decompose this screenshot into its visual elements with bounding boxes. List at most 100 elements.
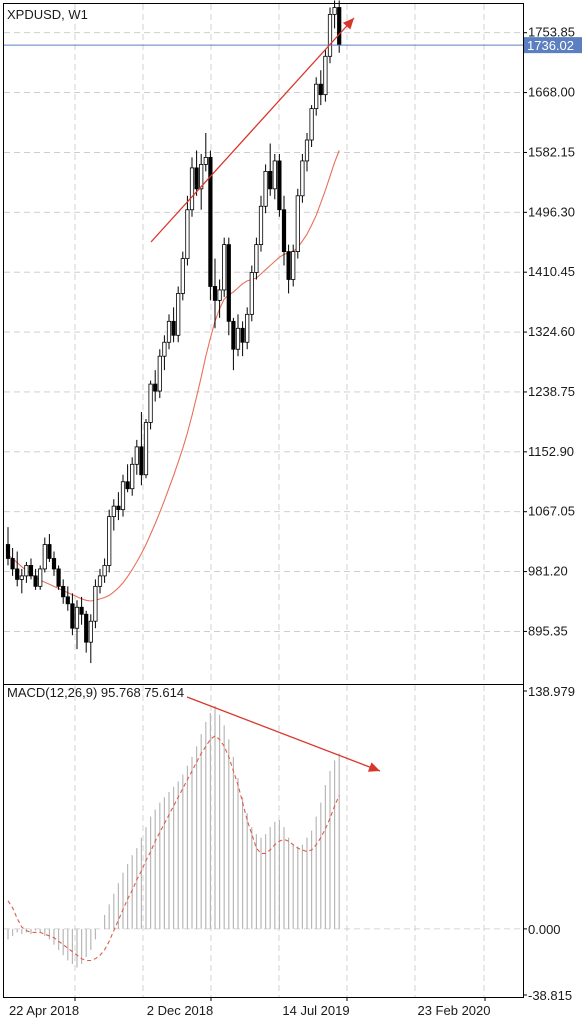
candle-bearish xyxy=(139,446,144,476)
x-tick-label: 14 Jul 2019 xyxy=(282,1003,349,1018)
candle-bullish xyxy=(217,289,222,301)
current-price-label: 1736.02 xyxy=(527,38,574,53)
candle-bullish xyxy=(157,355,162,392)
candle-bearish xyxy=(240,327,245,343)
candle-bullish xyxy=(300,160,305,197)
candle-bullish xyxy=(199,164,204,190)
candle-bullish xyxy=(180,258,185,294)
candle-bearish xyxy=(70,603,75,629)
candle-bearish xyxy=(125,481,130,490)
candle-bearish xyxy=(226,244,231,322)
macd-tick-label: -38.815 xyxy=(528,988,572,1003)
candle-bullish xyxy=(323,55,328,96)
price-trendline-arrow-head xyxy=(342,18,354,30)
price-tick-label: 1582.15 xyxy=(528,144,575,159)
macd-trendline-arrow-head xyxy=(367,762,380,772)
candle-bullish xyxy=(176,293,181,336)
candle-bullish xyxy=(185,209,190,259)
candle-bearish xyxy=(84,613,89,643)
candle-bearish xyxy=(277,160,282,211)
price-panel-frame xyxy=(3,3,524,685)
candle-bullish xyxy=(38,568,43,587)
price-tick-label: 1152.90 xyxy=(528,444,574,459)
candle-bearish xyxy=(337,7,342,46)
macd-y-axis: 138.979 0.000 -38.815 xyxy=(523,684,575,1003)
candle-bullish xyxy=(24,565,29,577)
candle-bullish xyxy=(42,544,47,570)
candle-bullish xyxy=(258,205,264,246)
candle-bearish xyxy=(28,565,34,577)
candle-bearish xyxy=(268,170,273,190)
candle-bullish xyxy=(111,505,116,518)
grid xyxy=(4,4,523,997)
candle-bullish xyxy=(263,170,268,207)
candle-bullish xyxy=(148,383,153,423)
candle-bullish xyxy=(97,575,103,587)
candle-bullish xyxy=(143,422,149,476)
price-tick-label: 1753.85 xyxy=(528,25,575,40)
candle-bearish xyxy=(51,558,57,570)
candle-bullish xyxy=(134,446,139,465)
candle-bearish xyxy=(212,286,218,301)
candle-bullish xyxy=(254,244,259,273)
x-tick-label: 2 Dec 2018 xyxy=(147,1003,214,1018)
macd-trendline-arrow xyxy=(186,696,381,772)
candle-bullish xyxy=(235,327,241,350)
candle-bearish xyxy=(65,596,70,605)
candle-bearish xyxy=(208,157,213,287)
candle-bullish xyxy=(166,320,172,343)
candle-bullish xyxy=(107,516,112,566)
current-price-badge: 1736.02 xyxy=(524,37,582,54)
candle-bullish xyxy=(245,313,250,343)
candle-bullish xyxy=(304,139,310,162)
x-tick-label: 22 Apr 2018 xyxy=(9,1003,79,1018)
price-y-axis: 1753.85 1668.00 1582.15 1496.30 1410.45 1324.… xyxy=(523,25,575,638)
candle-bullish xyxy=(314,83,319,110)
candle-bearish xyxy=(5,544,11,559)
candle-bearish xyxy=(10,558,15,570)
x-axis: 22 Apr 2018 2 Dec 2018 14 Jul 2019 23 Feb 2… xyxy=(9,997,491,1018)
price-tick-label: 1324.60 xyxy=(528,324,575,339)
price-tick-label: 981.20 xyxy=(528,564,568,579)
candle-bullish xyxy=(291,251,296,280)
chart-title: XPDUSD, W1 xyxy=(7,7,88,22)
candle-bullish xyxy=(332,7,337,15)
candle-bearish xyxy=(194,167,199,190)
candle-bullish xyxy=(130,463,135,490)
candle-bullish xyxy=(189,167,195,211)
candle-bullish xyxy=(19,575,24,580)
annotations xyxy=(150,17,381,772)
candle-bearish xyxy=(47,544,52,559)
candle-bullish xyxy=(102,565,107,577)
price-trendline-arrow xyxy=(150,17,355,243)
candle-bearish xyxy=(318,83,323,96)
candle-bearish xyxy=(15,568,20,580)
candle-bullish xyxy=(222,244,227,291)
candle-bullish xyxy=(120,481,126,511)
candle-bearish xyxy=(116,505,121,511)
price-tick-label: 1410.45 xyxy=(528,264,575,279)
candle-bearish xyxy=(33,575,38,587)
candle-bullish xyxy=(203,157,208,165)
macd-panel-frame xyxy=(3,684,524,998)
macd-tick-label: 0.000 xyxy=(528,922,561,937)
candle-bearish xyxy=(61,585,66,598)
candle-bullish xyxy=(93,585,98,622)
candle-bullish xyxy=(309,108,314,141)
candle-bullish xyxy=(327,14,333,57)
macd-tick-label: 138.979 xyxy=(528,684,575,699)
price-tick-label: 1668.00 xyxy=(528,85,575,100)
candles xyxy=(5,0,342,664)
x-tick-label: 23 Feb 2020 xyxy=(417,1003,490,1018)
price-tick-label: 895.35 xyxy=(528,623,568,638)
macd-title: MACD(12,26,9) 95.768 75.614 xyxy=(7,685,184,700)
candle-bearish xyxy=(153,383,158,392)
price-tick-label: 1067.05 xyxy=(528,504,575,519)
candle-bearish xyxy=(281,209,287,252)
price-tick-label: 1496.30 xyxy=(528,204,575,219)
price-tick-label: 1238.75 xyxy=(528,384,575,399)
candle-bearish xyxy=(171,320,176,336)
candle-bearish xyxy=(79,606,84,615)
candle-bullish xyxy=(249,272,254,315)
